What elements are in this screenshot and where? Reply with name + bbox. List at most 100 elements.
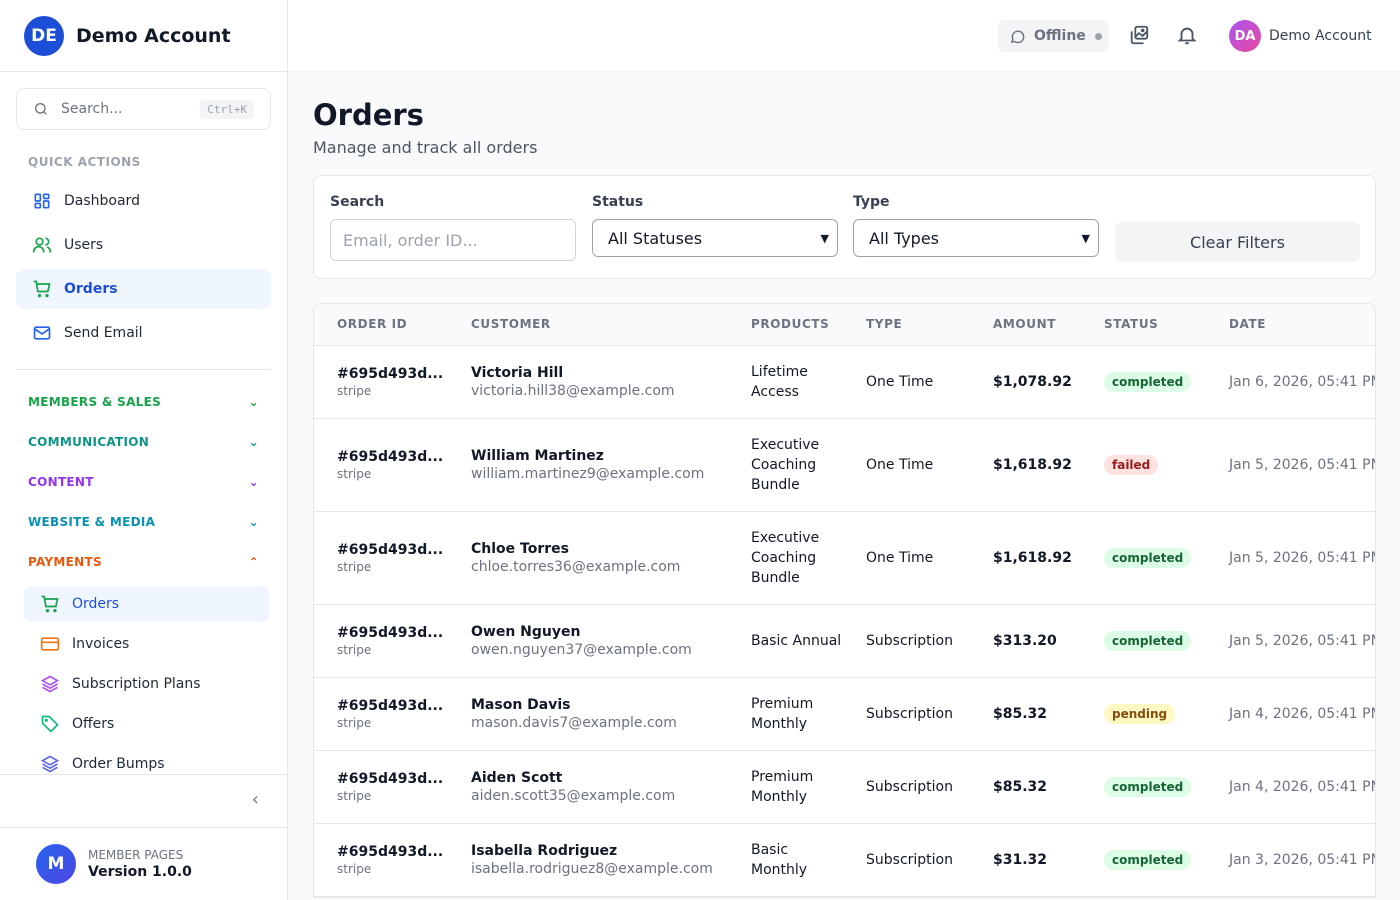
order-type: One Time: [866, 418, 993, 512]
orders-table-card: ORDER ID CUSTOMER PRODUCTS TYPE AMOUNT STATUS…: [313, 303, 1376, 898]
payment-gateway: stripe: [337, 642, 372, 657]
sidebar-search[interactable]: Search... Ctrl+K: [16, 88, 271, 130]
product: Lifetime Access: [751, 345, 866, 419]
nav-dashboard[interactable]: Dashboard: [16, 181, 271, 221]
customer-email: aiden.scott35@example.com: [471, 787, 676, 804]
status-badge: pending: [1104, 703, 1176, 724]
nav-users[interactable]: Users: [16, 225, 271, 265]
column-header[interactable]: STATUS: [1104, 304, 1229, 346]
group-members-sales[interactable]: MEMBERS & SALES ⌄: [0, 382, 287, 422]
table-row[interactable]: #695d493d... stripe Isabella Rodriguez isab…: [314, 823, 1375, 897]
table-row[interactable]: #695d493d... stripe Aiden Scott aiden.scott…: [314, 750, 1375, 824]
bell-icon[interactable]: [1176, 24, 1198, 46]
search-placeholder: Search...: [61, 101, 123, 117]
table-header: ORDER ID CUSTOMER PRODUCTS TYPE AMOUNT STATUS…: [314, 304, 1375, 346]
main-content: Orders Manage and track all orders Searc…: [313, 72, 1376, 898]
group-communication[interactable]: COMMUNICATION ⌄: [0, 422, 287, 462]
column-header[interactable]: DATE: [1229, 304, 1375, 346]
order-id-cell: #695d493d... stripe: [314, 823, 471, 897]
layers-icon: [40, 755, 60, 773]
status-badge: completed: [1104, 630, 1192, 651]
order-id-cell: #695d493d... stripe: [314, 677, 471, 751]
order-date: Jan 5, 2026, 05:41 PM: [1229, 604, 1375, 678]
column-header[interactable]: AMOUNT: [993, 304, 1104, 346]
brand-name: Demo Account: [76, 24, 231, 47]
group-website-media[interactable]: WEBSITE & MEDIA ⌄: [0, 502, 287, 542]
table-row[interactable]: #695d493d... stripe Owen Nguyen owen.nguyen…: [314, 604, 1375, 678]
column-header[interactable]: ORDER ID: [314, 304, 471, 346]
collapse-sidebar-button[interactable]: ‹: [0, 774, 287, 828]
order-id[interactable]: #695d493d...: [337, 541, 444, 558]
column-header[interactable]: PRODUCTS: [751, 304, 866, 346]
order-type: Subscription: [866, 677, 993, 751]
product: Premium Monthly: [751, 750, 866, 824]
chevron-down-icon: ⌄: [248, 435, 259, 449]
clear-filters-button[interactable]: Clear Filters: [1115, 222, 1360, 262]
order-date: Jan 6, 2026, 05:41 PM: [1229, 345, 1375, 419]
status-select[interactable]: All Statuses ▼: [592, 219, 838, 257]
nav-orders[interactable]: Orders: [16, 269, 271, 309]
order-type: One Time: [866, 511, 993, 605]
sub-label: Subscription Plans: [72, 676, 201, 692]
status-filter-label: Status: [592, 194, 644, 210]
customer-email: victoria.hill38@example.com: [471, 382, 675, 399]
customer-name: Aiden Scott: [471, 769, 563, 786]
column-header[interactable]: TYPE: [866, 304, 993, 346]
payment-gateway: stripe: [337, 559, 372, 574]
type-select[interactable]: All Types ▼: [853, 219, 1099, 257]
amount: $31.32: [993, 823, 1104, 897]
group-label: WEBSITE & MEDIA: [28, 515, 156, 529]
table-row[interactable]: #695d493d... stripe Mason Davis mason.davis…: [314, 677, 1375, 751]
nav-send-email[interactable]: Send Email: [16, 313, 271, 353]
sub-order-bumps[interactable]: Order Bumps: [24, 746, 270, 782]
sub-invoices[interactable]: Invoices: [24, 626, 270, 662]
order-id[interactable]: #695d493d...: [337, 624, 444, 641]
status-cell: completed: [1104, 511, 1229, 605]
customer-email: owen.nguyen37@example.com: [471, 641, 692, 658]
sub-label: Orders: [72, 596, 120, 612]
sub-orders[interactable]: Orders: [24, 586, 270, 622]
group-payments[interactable]: PAYMENTS ⌃: [0, 542, 287, 582]
brand[interactable]: DE Demo Account: [0, 0, 287, 72]
search-filter-input[interactable]: Email, order ID...: [330, 219, 576, 261]
column-header[interactable]: CUSTOMER: [471, 304, 751, 346]
chevron-down-icon: ⌄: [248, 395, 259, 409]
type-filter: Type All Types ▼: [853, 194, 1099, 257]
status-badge: failed: [1104, 454, 1159, 475]
group-content[interactable]: CONTENT ⌄: [0, 462, 287, 502]
payment-gateway: stripe: [337, 383, 372, 398]
order-id-cell: #695d493d... stripe: [314, 345, 471, 419]
media-gallery-icon[interactable]: [1128, 24, 1150, 46]
sub-offers[interactable]: Offers: [24, 706, 270, 742]
order-id-cell: #695d493d... stripe: [314, 418, 471, 512]
order-id[interactable]: #695d493d...: [337, 843, 444, 860]
tag-icon: [41, 715, 59, 733]
footer-label: MEMBER PAGES: [88, 848, 184, 862]
payment-gateway: stripe: [337, 788, 372, 803]
table-row[interactable]: #695d493d... stripe William Martinez willia…: [314, 418, 1375, 512]
search-icon: [35, 103, 47, 115]
user-menu[interactable]: DA Demo Account: [1229, 20, 1372, 52]
topbar: Offline DA Demo Account: [288, 0, 1400, 72]
sub-subscription-plans[interactable]: Subscription Plans: [24, 666, 270, 702]
order-id[interactable]: #695d493d...: [337, 448, 444, 465]
order-id[interactable]: #695d493d...: [337, 697, 444, 714]
order-id[interactable]: #695d493d...: [337, 770, 444, 787]
group-label: MEMBERS & SALES: [28, 395, 162, 409]
quick-actions-label: QUICK ACTIONS: [28, 155, 141, 169]
sub-label: Offers: [72, 716, 115, 732]
connection-status[interactable]: Offline: [998, 20, 1109, 52]
table-row[interactable]: #695d493d... stripe Victoria Hill victoria.…: [314, 345, 1375, 419]
order-type: One Time: [866, 345, 993, 419]
sub-label: Order Bumps: [72, 756, 165, 772]
customer-name: Mason Davis: [471, 696, 571, 713]
product: Executive Coaching Bundle: [751, 511, 866, 605]
customer-email: mason.davis7@example.com: [471, 714, 677, 731]
customer-cell: William Martinez william.martinez9@exampl…: [471, 418, 751, 512]
chat-icon: [1010, 30, 1025, 43]
table-row[interactable]: #695d493d... stripe Chloe Torres chloe.torr…: [314, 511, 1375, 605]
customer-cell: Mason Davis mason.davis7@example.com: [471, 677, 751, 751]
order-id[interactable]: #695d493d...: [337, 365, 444, 382]
footer-version: Version 1.0.0: [88, 864, 192, 880]
order-type: Subscription: [866, 604, 993, 678]
